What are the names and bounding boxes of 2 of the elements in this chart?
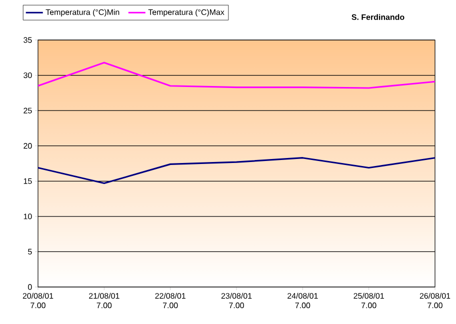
line-series: [38, 157, 435, 184]
line-series: [38, 62, 435, 89]
